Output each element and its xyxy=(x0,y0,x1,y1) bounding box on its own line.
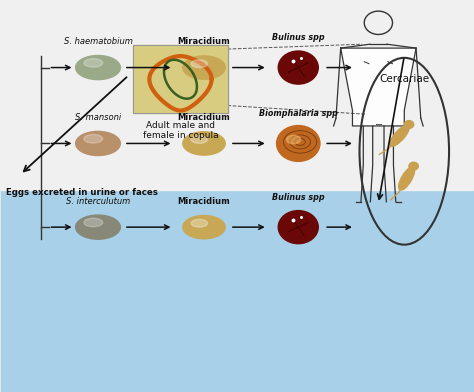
Bar xyxy=(1,2,473,190)
Ellipse shape xyxy=(191,60,208,67)
Text: Eggs excreted in urine or faces: Eggs excreted in urine or faces xyxy=(6,188,158,197)
Text: S. mansoni: S. mansoni xyxy=(75,113,121,122)
Ellipse shape xyxy=(183,132,225,155)
Ellipse shape xyxy=(191,136,208,143)
Bar xyxy=(133,45,228,113)
Text: Miracidium: Miracidium xyxy=(178,37,230,46)
Polygon shape xyxy=(341,48,416,126)
Bar xyxy=(1,190,473,390)
Ellipse shape xyxy=(76,56,120,80)
Text: Miracidium: Miracidium xyxy=(178,113,230,122)
Text: Adult male and
female in copula: Adult male and female in copula xyxy=(143,121,218,140)
Ellipse shape xyxy=(84,134,103,143)
Text: S. interculutum: S. interculutum xyxy=(66,197,130,206)
Ellipse shape xyxy=(286,135,301,144)
Ellipse shape xyxy=(278,51,318,84)
Ellipse shape xyxy=(278,211,318,244)
Ellipse shape xyxy=(191,220,208,227)
Ellipse shape xyxy=(399,167,415,190)
Ellipse shape xyxy=(277,125,320,162)
Circle shape xyxy=(409,162,419,170)
Ellipse shape xyxy=(390,125,410,146)
Text: Bulinus spp: Bulinus spp xyxy=(272,33,325,42)
Text: Biomphalaria spp: Biomphalaria spp xyxy=(259,109,337,118)
Bar xyxy=(133,45,228,113)
Ellipse shape xyxy=(76,131,120,156)
Ellipse shape xyxy=(84,59,103,67)
Text: Cercariae: Cercariae xyxy=(379,74,429,84)
Ellipse shape xyxy=(183,216,225,239)
Circle shape xyxy=(404,121,414,129)
Text: Miracidium: Miracidium xyxy=(178,197,230,206)
Text: S. haematobium: S. haematobium xyxy=(64,37,132,46)
Text: Bulinus spp: Bulinus spp xyxy=(272,193,325,202)
Ellipse shape xyxy=(84,218,103,227)
Ellipse shape xyxy=(76,215,120,239)
Ellipse shape xyxy=(183,56,225,79)
